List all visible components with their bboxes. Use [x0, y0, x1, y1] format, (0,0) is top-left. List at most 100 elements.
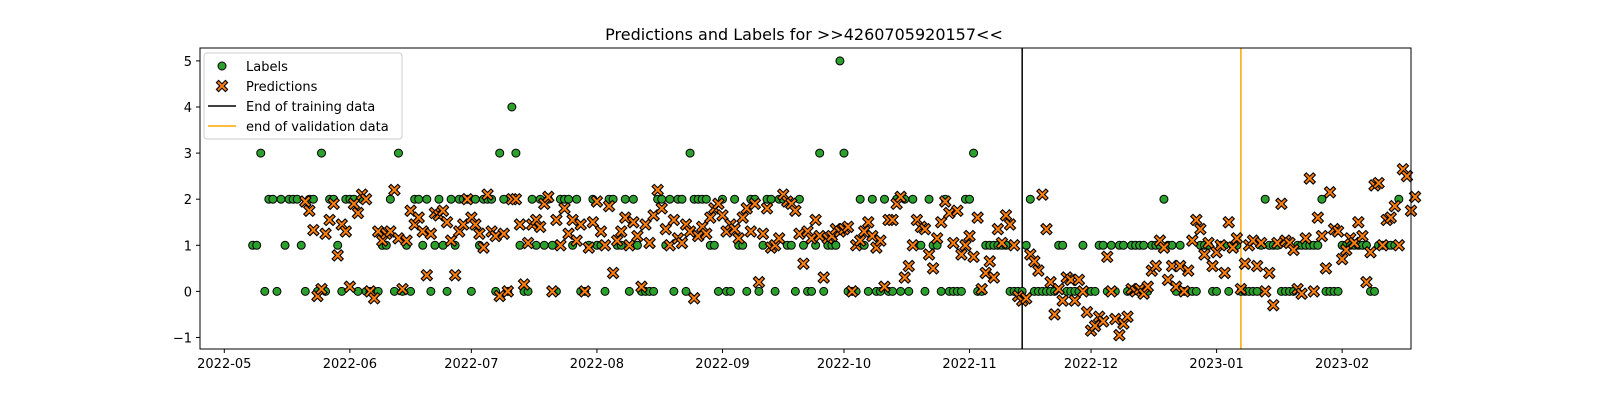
label-point	[916, 240, 926, 250]
label-point	[794, 194, 804, 204]
prediction-point	[517, 278, 531, 291]
prediction-point	[606, 266, 620, 280]
prediction-point	[521, 236, 535, 250]
prediction-point	[793, 227, 806, 241]
prediction-point	[444, 234, 458, 248]
legend-marker-labels	[217, 61, 227, 71]
label-point	[1313, 240, 1323, 250]
label-point	[308, 194, 318, 204]
label-point	[713, 286, 723, 296]
x-tick-label: 2022-11	[942, 357, 996, 372]
prediction-point	[1052, 282, 1066, 296]
label-point	[600, 286, 610, 296]
prediction-point	[513, 218, 527, 231]
prediction-point	[319, 227, 332, 241]
prediction-point	[489, 229, 503, 243]
label-point	[547, 240, 557, 250]
prediction-point	[602, 199, 616, 213]
label-point	[434, 194, 444, 204]
label-point	[649, 286, 659, 296]
label-point	[499, 194, 509, 204]
prediction-point	[874, 234, 887, 248]
label-point	[786, 240, 796, 250]
prediction-point	[1266, 298, 1280, 312]
prediction-point	[1189, 213, 1203, 227]
y-tick-label: 4	[184, 101, 192, 116]
prediction-point	[383, 225, 397, 238]
label-point	[1317, 194, 1327, 204]
prediction-point	[1315, 229, 1329, 243]
prediction-point	[797, 257, 810, 271]
prediction-point	[878, 280, 891, 294]
label-point	[839, 148, 849, 158]
prediction-point	[683, 225, 697, 238]
prediction-point	[1376, 238, 1390, 252]
label-point	[835, 56, 845, 66]
prediction-point	[1064, 273, 1078, 287]
prediction-point	[938, 195, 952, 208]
prediction-point	[687, 291, 701, 305]
prediction-point	[388, 183, 401, 197]
label-point	[920, 286, 930, 296]
label-point	[280, 240, 290, 250]
prediction-point	[1007, 238, 1021, 252]
prediction-point	[558, 202, 571, 215]
label-point	[632, 240, 642, 250]
prediction-point	[748, 197, 762, 211]
prediction-point	[971, 211, 985, 224]
x-tick-label: 2022-10	[817, 357, 871, 372]
prediction-point	[1036, 188, 1049, 201]
label-point	[1118, 240, 1128, 250]
prediction-point	[1295, 287, 1309, 301]
prediction-point	[817, 271, 831, 284]
prediction-point	[1319, 261, 1333, 275]
prediction-point	[967, 250, 980, 264]
label-point	[466, 286, 476, 296]
prediction-point	[469, 218, 482, 231]
legend: Labels Predictions End of training data end…	[203, 52, 403, 140]
prediction-point	[1351, 215, 1365, 229]
x-tick-label: 2023-02	[1315, 357, 1369, 372]
prediction-point	[1388, 199, 1402, 213]
label-point	[564, 194, 574, 204]
prediction-point	[1372, 176, 1385, 190]
prediction-point	[703, 211, 717, 224]
prediction-point	[1113, 328, 1126, 342]
prediction-point	[756, 227, 770, 241]
prediction-point	[1222, 215, 1236, 229]
prediction-point	[456, 218, 470, 231]
label-point	[507, 102, 517, 112]
label-point	[1090, 286, 1100, 296]
label-point	[1252, 286, 1262, 296]
label-point	[669, 286, 679, 296]
prediction-point	[675, 236, 689, 250]
label-point	[418, 240, 428, 250]
prediction-point	[1044, 275, 1057, 289]
prediction-point	[926, 261, 940, 275]
legend-label: end of validation data	[246, 120, 389, 135]
prediction-point	[789, 204, 802, 218]
prediction-point	[339, 225, 353, 238]
prediction-point	[509, 192, 523, 206]
label-point	[855, 194, 865, 204]
prediction-point	[1226, 241, 1240, 254]
y-tick-label: 5	[184, 55, 192, 70]
prediction-point	[424, 227, 438, 241]
label-point	[965, 194, 975, 204]
y-tick-label: 2	[184, 193, 192, 208]
prediction-point	[493, 289, 507, 303]
prediction-point	[861, 215, 875, 229]
prediction-point	[752, 275, 766, 289]
prediction-point	[396, 282, 409, 296]
prediction-point	[1165, 259, 1179, 273]
label-point	[770, 286, 780, 296]
label-point	[256, 148, 266, 158]
prediction-point	[550, 213, 563, 227]
prediction-point	[1246, 234, 1260, 248]
prediction-point	[302, 204, 316, 218]
prediction-point	[412, 211, 426, 224]
prediction-point	[1384, 211, 1398, 224]
label-point	[276, 194, 286, 204]
legend-label: Labels	[246, 60, 288, 75]
prediction-point	[902, 259, 916, 273]
